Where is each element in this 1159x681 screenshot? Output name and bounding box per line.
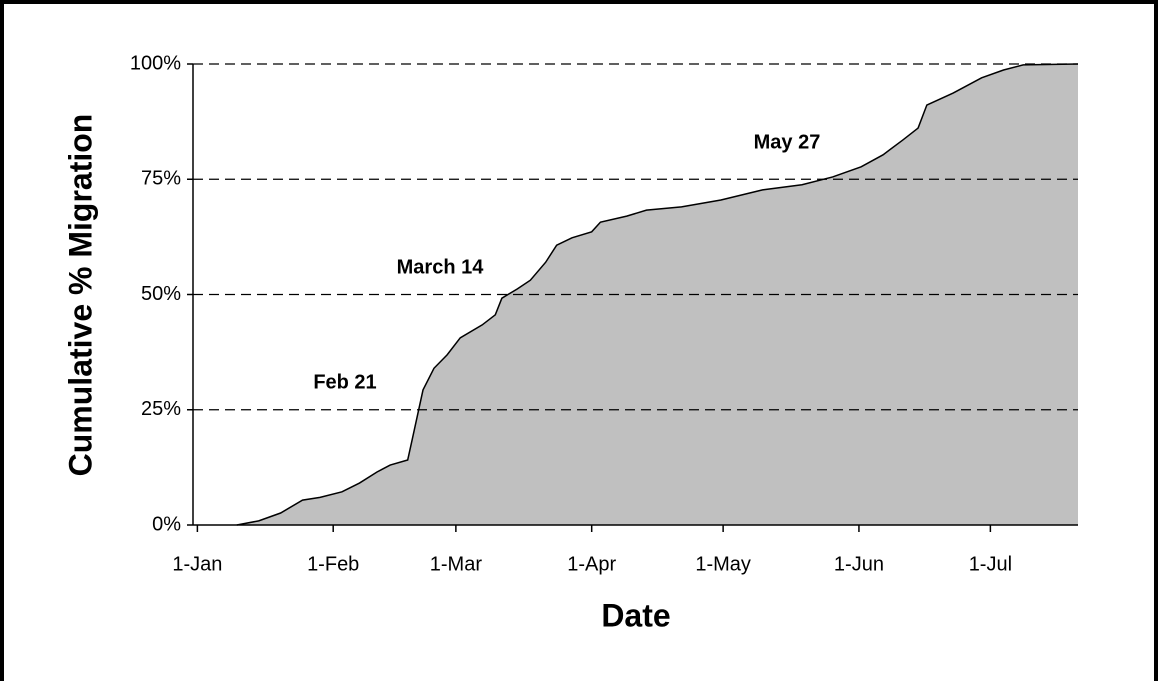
y-axis-title: Cumulative % Migration <box>62 114 98 477</box>
annotation: March 14 <box>397 256 485 278</box>
x-tick-label: 1-May <box>695 553 751 575</box>
area <box>236 63 1079 526</box>
x-tick-label: 1-Jan <box>172 553 222 575</box>
x-tick-label: 1-Jun <box>834 553 884 575</box>
x-axis-title: Date <box>601 597 670 633</box>
annotation: Feb 21 <box>313 371 376 393</box>
y-tick-label: 25% <box>141 398 181 420</box>
x-tick-label: 1-Feb <box>307 553 359 575</box>
y-tick-label: 75% <box>141 168 181 190</box>
y-tick-label: 50% <box>141 283 181 305</box>
annotation: May 27 <box>754 131 821 153</box>
x-tick-label: 1-Apr <box>567 553 616 575</box>
x-tick-label: 1-Mar <box>430 553 483 575</box>
y-tick-label: 100% <box>130 52 181 74</box>
y-tick-label: 0% <box>152 513 181 535</box>
x-tick-label: 1-Jul <box>969 553 1012 575</box>
